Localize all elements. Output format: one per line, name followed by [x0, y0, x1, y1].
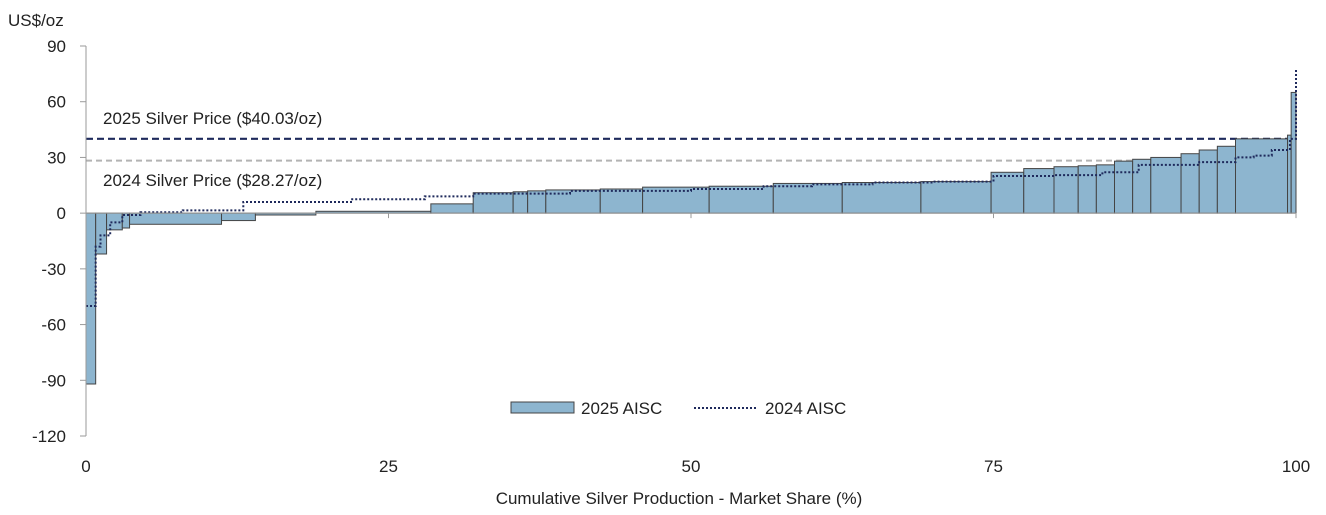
price-2025-label: 2025 Silver Price ($40.03/oz) — [103, 109, 322, 128]
y-tick-label: -60 — [41, 316, 66, 335]
aisc-2025-bar — [1216, 145, 1236, 214]
aisc-2025-bar — [708, 185, 774, 214]
x-tick-label: 0 — [81, 457, 90, 476]
aisc-2025-bar — [472, 192, 514, 214]
y-tick-label: -120 — [32, 427, 66, 446]
reference-labels-layer: 2025 Silver Price ($40.03/oz) 2024 Silver… — [103, 109, 322, 190]
legend: 2025 AISC 2024 AISC — [510, 399, 846, 418]
aisc-2025-bar — [95, 212, 108, 255]
aisc-2025-bar — [430, 203, 474, 214]
aisc-2025-bar — [1287, 134, 1292, 214]
aisc-2025-bar — [920, 181, 992, 214]
aisc-2025-bar — [221, 212, 256, 222]
aisc-2025-bar — [1114, 160, 1134, 214]
price-2024-label: 2024 Silver Price ($28.27/oz) — [103, 171, 322, 190]
y-tick-label: 90 — [47, 37, 66, 56]
aisc-2025-bar — [129, 212, 223, 225]
y-tick-label: -90 — [41, 371, 66, 390]
y-tick-label: -30 — [41, 260, 66, 279]
y-axis-unit-label: US$/oz — [8, 11, 64, 30]
legend-label-2024-aisc: 2024 AISC — [765, 399, 846, 418]
x-tick-label: 25 — [379, 457, 398, 476]
legend-label-2025-aisc: 2025 AISC — [581, 399, 662, 418]
aisc-2025-bar — [772, 182, 843, 214]
aisc-2025-bar — [1053, 166, 1079, 214]
aisc-2025-bar — [1077, 165, 1097, 214]
aisc-2025-bars — [85, 91, 1297, 385]
aisc-2025-bar — [1198, 149, 1218, 214]
x-tick-label: 50 — [682, 457, 701, 476]
aisc-2024-line-layer — [86, 68, 1297, 307]
aisc-2025-bar — [1180, 153, 1200, 214]
aisc-2025-bar — [841, 182, 922, 214]
y-tick-label: 60 — [47, 93, 66, 112]
y-tick-label: 0 — [57, 204, 66, 223]
reference-lines-layer — [86, 137, 1296, 162]
legend-swatch-2025-aisc — [510, 401, 575, 414]
x-tick-label: 100 — [1282, 457, 1310, 476]
axes-layer: 90 60 30 0 -30 -60 -90 -120 0 25 50 75 100 — [32, 37, 1310, 476]
y-tick-label: 30 — [47, 148, 66, 167]
x-tick-label: 75 — [984, 457, 1003, 476]
aisc-2025-bar — [512, 191, 529, 214]
aisc-2025-bar — [1132, 158, 1152, 214]
x-axis-title: Cumulative Silver Production - Market Sh… — [496, 489, 863, 508]
aisc-2025-bar — [990, 171, 1025, 214]
aisc-2025-bar — [85, 212, 97, 385]
aisc-2024-line — [86, 68, 1297, 307]
aisc-2025-bar — [599, 188, 644, 214]
